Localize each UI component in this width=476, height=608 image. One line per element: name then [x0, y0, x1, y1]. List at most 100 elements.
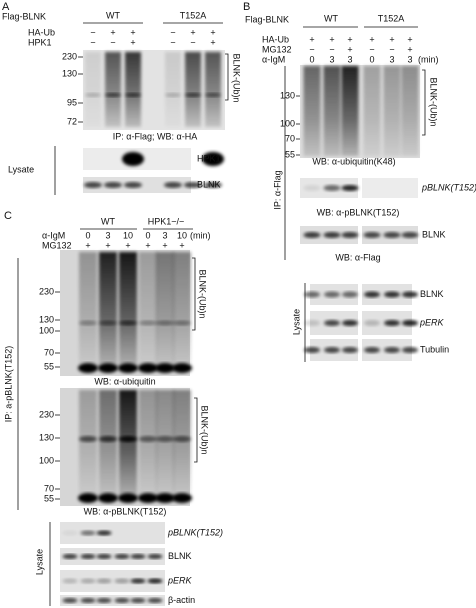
band — [172, 363, 192, 373]
group-label: WT — [324, 13, 338, 23]
lane-sign: + — [130, 37, 135, 47]
panel-label: C — [4, 210, 12, 222]
bracket — [192, 257, 196, 331]
lane-sign: + — [190, 27, 195, 37]
band — [62, 530, 78, 536]
construct-label: Flag-BLNK — [245, 14, 289, 24]
lane-sign: + — [369, 34, 374, 44]
band — [384, 320, 400, 326]
band — [104, 182, 122, 188]
smear — [323, 66, 341, 156]
band — [402, 291, 418, 298]
band — [62, 598, 78, 603]
lane-sign: − — [90, 27, 95, 37]
band — [364, 291, 380, 298]
band — [99, 436, 117, 442]
band — [363, 232, 381, 238]
band — [324, 320, 340, 326]
band — [173, 436, 191, 442]
lane-sign: 3 — [105, 230, 110, 240]
mw-marker: 70 — [44, 483, 54, 493]
band — [98, 363, 118, 373]
lane-sign: − — [170, 27, 175, 37]
band-label: pBLNK(T152) — [421, 182, 476, 192]
band — [303, 232, 321, 238]
band — [130, 578, 146, 584]
band — [105, 93, 121, 97]
lane-sign: 0 — [309, 54, 314, 64]
band — [401, 232, 419, 238]
band — [185, 93, 201, 97]
ip-label: IP: a-pBLNK(T152) — [3, 346, 13, 423]
band-label: β-actin — [168, 595, 195, 605]
smear — [105, 52, 121, 127]
smear — [363, 66, 381, 156]
band — [138, 493, 158, 503]
band — [342, 320, 358, 326]
lane-sign: + — [407, 44, 412, 54]
mw-marker: 95 — [67, 97, 77, 107]
lane-sign: 10 — [177, 230, 187, 240]
unit-label: (min) — [418, 54, 439, 64]
band — [384, 347, 400, 353]
mw-marker: 100 — [39, 455, 54, 465]
band-label: Tubulin — [420, 344, 449, 354]
band — [173, 320, 191, 326]
band — [62, 554, 78, 559]
smear — [303, 66, 321, 156]
band — [122, 152, 144, 166]
smear — [79, 252, 97, 364]
lane-sign: + — [179, 240, 184, 250]
band-label: BLNK — [168, 551, 192, 561]
row-label: α-IgM — [262, 54, 285, 64]
mw-marker: 230 — [39, 409, 54, 419]
smear — [185, 52, 201, 127]
lane-sign: 0 — [85, 230, 90, 240]
band — [205, 93, 221, 97]
band — [118, 493, 138, 503]
ub-label: BLNK-(Ub)n — [198, 269, 208, 318]
lane-sign: 3 — [407, 54, 412, 64]
lane-sign: + — [210, 27, 215, 37]
lane-sign: + — [309, 34, 314, 44]
mw-marker: 55 — [285, 149, 295, 159]
band — [304, 291, 320, 298]
band — [324, 347, 340, 353]
band — [139, 320, 157, 326]
group-label: T152A — [180, 10, 207, 20]
lysate-label: Lysate — [291, 309, 301, 335]
lane-sign: 0 — [145, 230, 150, 240]
band — [341, 185, 359, 191]
blot-caption: WB: α-ubiquitin — [94, 376, 155, 386]
band — [118, 363, 138, 373]
band — [80, 598, 96, 603]
band — [384, 291, 400, 298]
band — [147, 578, 163, 584]
band-label: BLNK — [197, 179, 221, 189]
band — [98, 493, 118, 503]
lane-sign: − — [389, 44, 394, 54]
lane-sign: + — [347, 34, 352, 44]
lane-sign: + — [110, 27, 115, 37]
band — [165, 93, 181, 97]
band — [304, 347, 320, 353]
lane-sign: 0 — [369, 54, 374, 64]
blot — [83, 50, 225, 130]
smear — [165, 52, 181, 127]
band — [139, 436, 157, 442]
band — [78, 493, 98, 503]
lane-sign: 3 — [329, 54, 334, 64]
smear — [99, 252, 117, 364]
row-label: HA-Ub — [28, 27, 55, 37]
lane-sign: + — [347, 44, 352, 54]
mw-marker: 130 — [39, 432, 54, 442]
band — [323, 185, 341, 191]
band — [383, 232, 401, 238]
band — [303, 185, 321, 191]
band — [184, 182, 202, 188]
band — [96, 554, 112, 559]
ip-label: IP: α-Flag — [272, 170, 282, 209]
smear — [205, 52, 221, 127]
lane-sign: − — [329, 44, 334, 54]
